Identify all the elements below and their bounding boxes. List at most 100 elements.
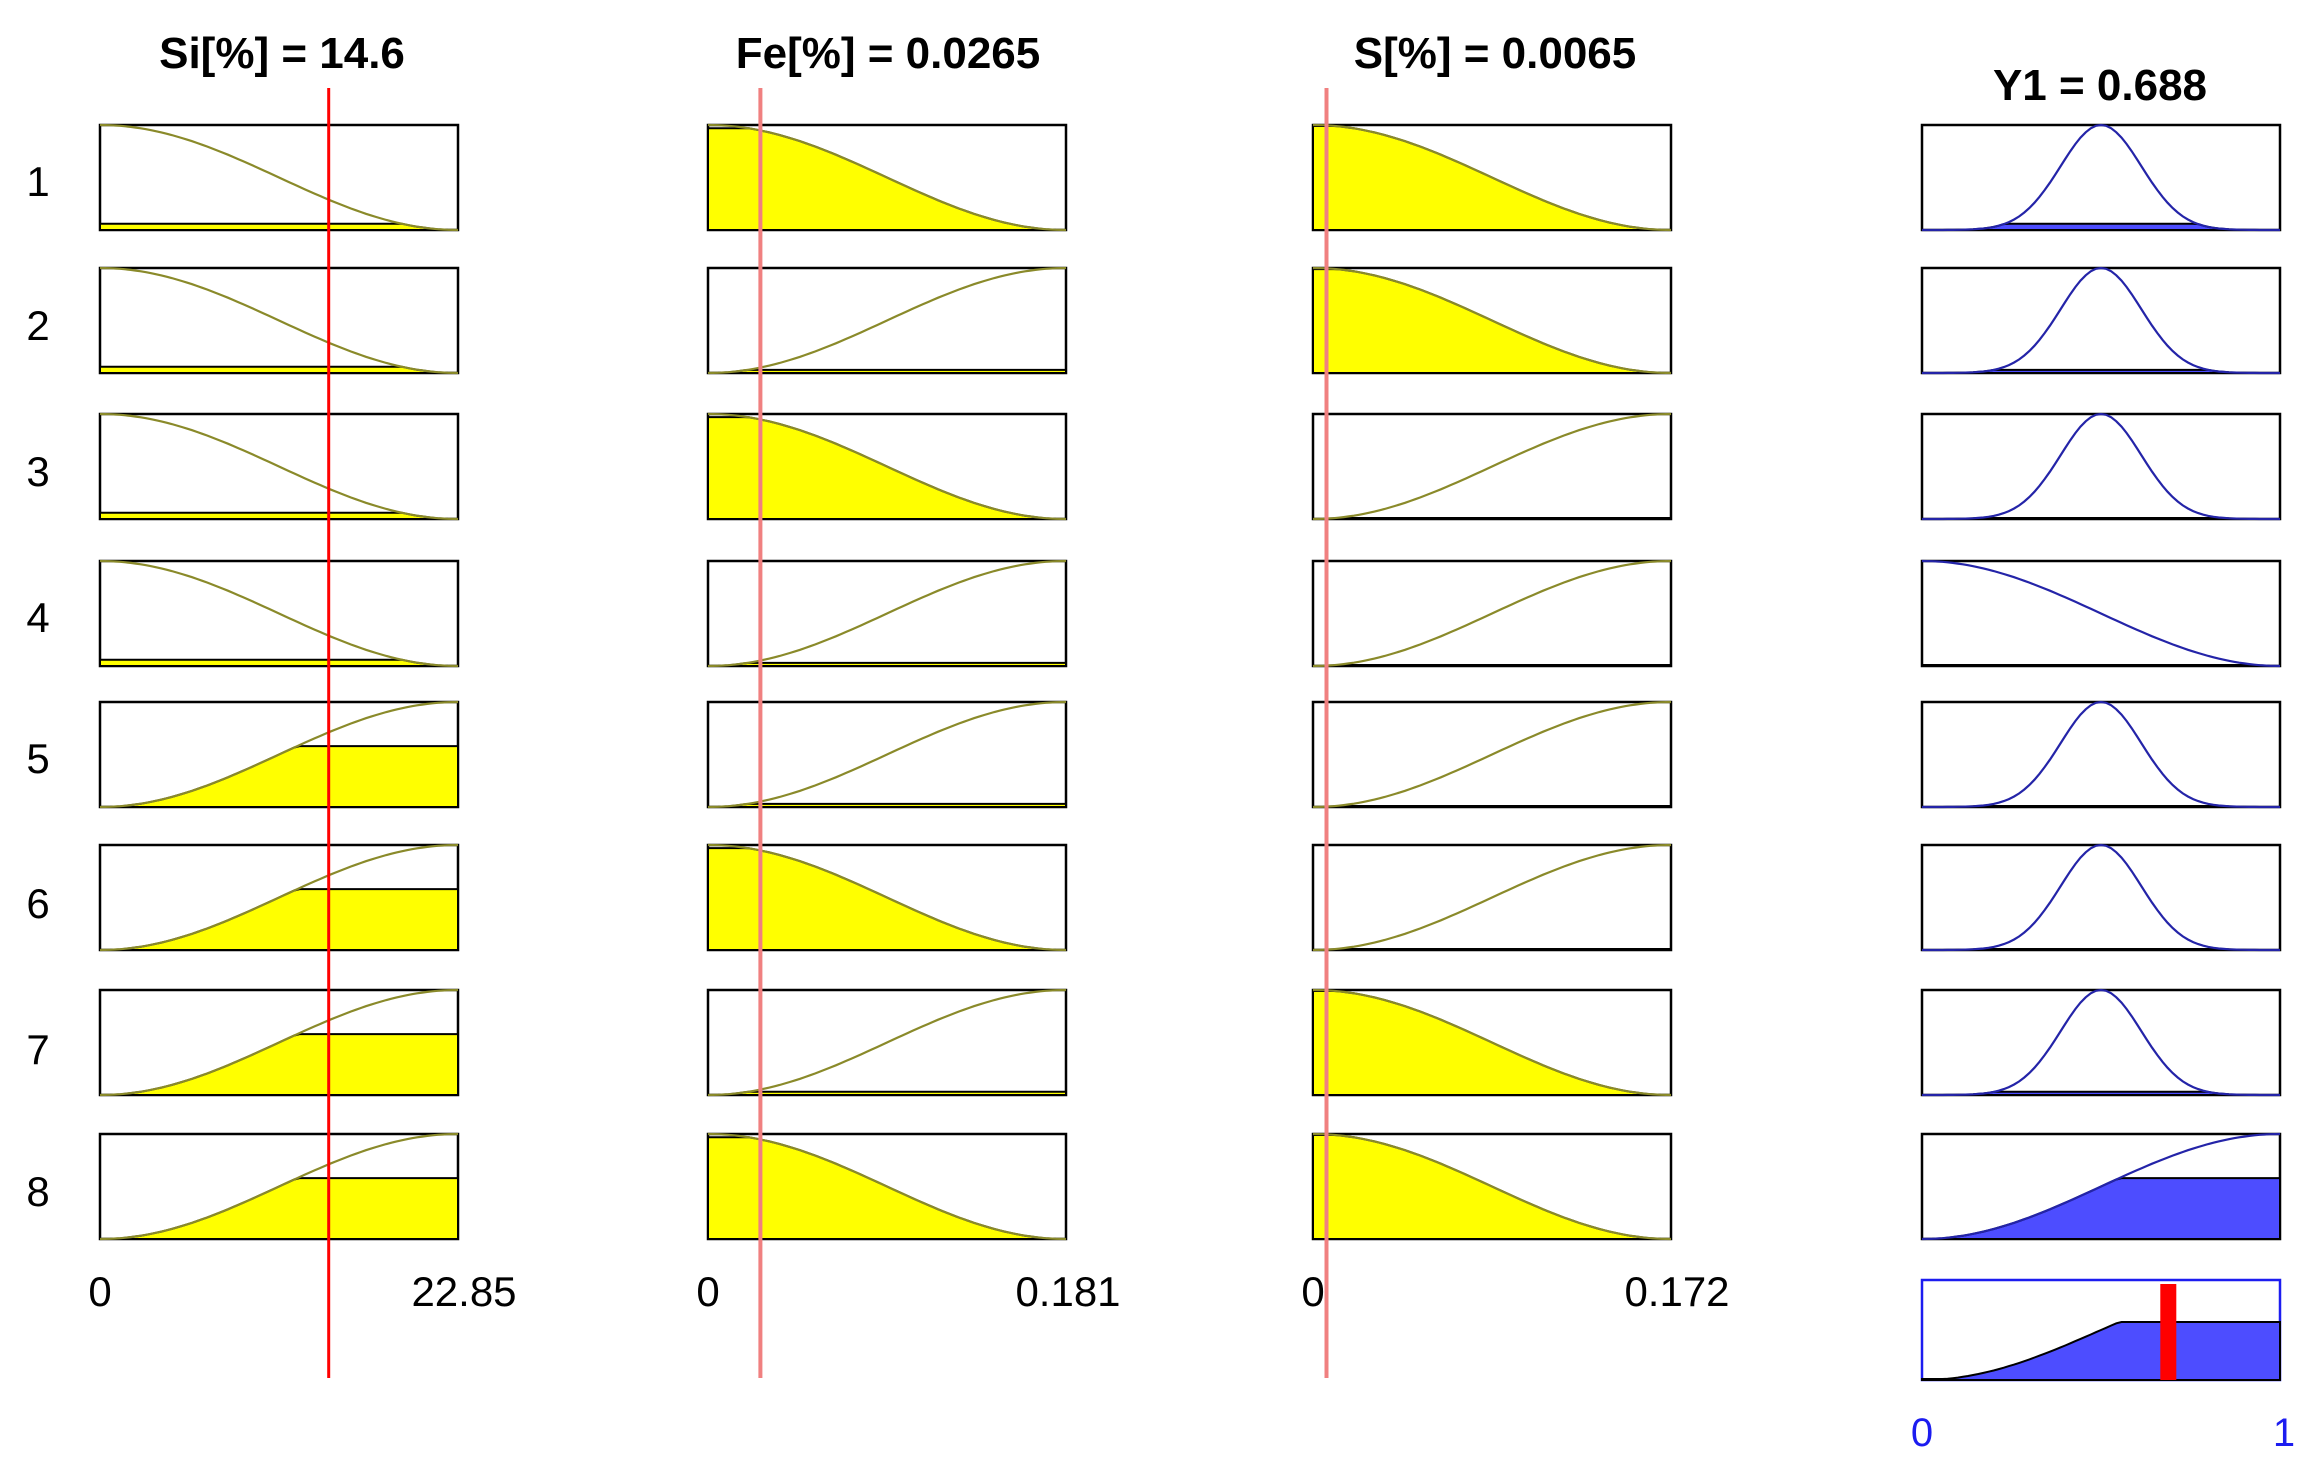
rule-6-si-cell [98,843,460,952]
rule-7-fe-cell [706,988,1068,1097]
rule-6-s-cell [1311,843,1673,952]
rule-2-s-cell [1311,266,1673,375]
output-y1-title: Y1 = 0.688 [1993,61,2207,110]
rule-4-fe-fired-area [707,661,1067,667]
rule-5-y1-mf-curve [1922,700,2280,809]
rule-4-s-cell [1311,559,1673,668]
cell-frame [1311,559,1673,668]
rule-8-s-cell [1311,1132,1673,1241]
rule-2-fe-fired-area [707,368,1067,374]
rule-8-y1-mf-curve [1921,1132,2281,1241]
output-value-marker [2160,1284,2177,1380]
rule-4-y1-cell [1920,559,2282,668]
rule-4-fe-mf-curve [707,559,1067,668]
rule-8-s-mf-curve [1312,1132,1672,1241]
rule-3-y1-cell [1920,412,2282,521]
rule-5-fe-fired-area [707,802,1067,808]
rule-5-s-cell [1311,700,1673,809]
rule-8-fe-mf-curve [707,1132,1067,1241]
rule-4-s-mf-curve [1312,559,1672,668]
input-fe-title: Fe[%] = 0.0265 [736,29,1041,78]
s-range-min: 0 [1301,1268,1324,1315]
rule-6-y1-cell [1920,843,2282,952]
rule-1-s-mf-curve [1312,123,1672,232]
rule-2-fe-mf-curve [707,266,1067,375]
cell-frame [1920,843,2282,952]
rule-6-si-mf-curve [99,843,459,952]
rule-5-si-mf-curve [99,700,459,809]
si-range-max: 22.85 [411,1268,516,1315]
rule-1-fe-cell [706,123,1068,232]
rule-number-label: 1 [26,158,49,205]
rule-number-label: 2 [26,302,49,349]
rule-number-label: 4 [26,594,49,641]
rule-1-si-mf-curve [99,123,459,232]
rule-4-s-fired-area [1312,664,1672,667]
rule-1-si-cell [98,123,460,232]
rule-number-labels: 1 2 3 4 5 6 7 8 [26,158,49,1215]
rule-4-si-mf-curve [99,559,459,668]
rule-8-y1-cell [1920,1132,2282,1241]
cell-frame [1920,412,2282,521]
rule-4-y1-fired-area [1921,664,2281,667]
y1-range-max: 1 [2273,1411,2295,1455]
rule-5-fe-cell [706,700,1068,809]
rule-7-y1-mf-curve [1922,988,2280,1097]
input-si-title: Si[%] = 14.6 [159,29,405,78]
cell-frame [1920,988,2282,1097]
rule-6-fe-mf-curve [707,843,1067,952]
rule-8-fe-cell [706,1132,1068,1241]
rule-3-fe-cell [706,412,1068,521]
input-s-title: S[%] = 0.0065 [1354,29,1637,78]
si-range-min: 0 [88,1268,111,1315]
rule-5-s-mf-curve [1312,700,1672,809]
rule-1-s-cell [1311,123,1673,232]
rule-number-label: 8 [26,1168,49,1215]
rule-8-si-cell [98,1132,460,1241]
rule-2-s-mf-curve [1312,266,1672,375]
aggregated-output-plot [1920,1278,2282,1382]
rule-5-si-cell [98,700,460,809]
rule-2-si-mf-curve [99,266,459,375]
fe-range-max: 0.181 [1015,1268,1120,1315]
rule-7-s-mf-curve [1312,988,1672,1097]
rule-number-label: 6 [26,880,49,927]
rule-3-s-cell [1311,412,1673,521]
rule-2-y1-mf-curve [1922,266,2280,375]
cell-frame [1920,266,2282,375]
rule-2-si-cell [98,266,460,375]
rule-4-fe-cell [706,559,1068,668]
rule-5-s-fired-area [1312,805,1672,808]
rule-1-y1-mf-curve [1922,123,2280,232]
rule-5-y1-cell [1920,700,2282,809]
rule-4-y1-mf-curve [1921,559,2281,668]
s-range-max: 0.172 [1624,1268,1729,1315]
rule-7-fe-mf-curve [707,988,1067,1097]
y1-range-min: 0 [1911,1411,1933,1455]
cell-frame [1920,123,2282,232]
rule-2-fe-cell [706,266,1068,375]
rule-4-si-cell [98,559,460,668]
rule-3-s-mf-curve [1312,412,1672,521]
rule-1-y1-cell [1920,123,2282,232]
rule-3-si-cell [98,412,460,521]
rule-number-label: 7 [26,1026,49,1073]
rule-6-fe-cell [706,843,1068,952]
rule-3-si-mf-curve [99,412,459,521]
rule-6-s-mf-curve [1312,843,1672,952]
aggregate-area [1921,1321,2281,1381]
rule-7-fe-fired-area [707,1090,1067,1096]
rule-3-y1-mf-curve [1922,412,2280,521]
rule-7-y1-cell [1920,988,2282,1097]
rule-3-s-fired-area [1312,517,1672,520]
rule-5-fe-mf-curve [707,700,1067,809]
fe-range-min: 0 [696,1268,719,1315]
rule-7-si-cell [98,988,460,1097]
rule-3-fe-mf-curve [707,412,1067,521]
input-indicator-lines [327,88,1329,1378]
rule-number-label: 3 [26,448,49,495]
cell-frame [1920,700,2282,809]
rule-6-s-fired-area [1312,948,1672,951]
rule-7-s-cell [1311,988,1673,1097]
